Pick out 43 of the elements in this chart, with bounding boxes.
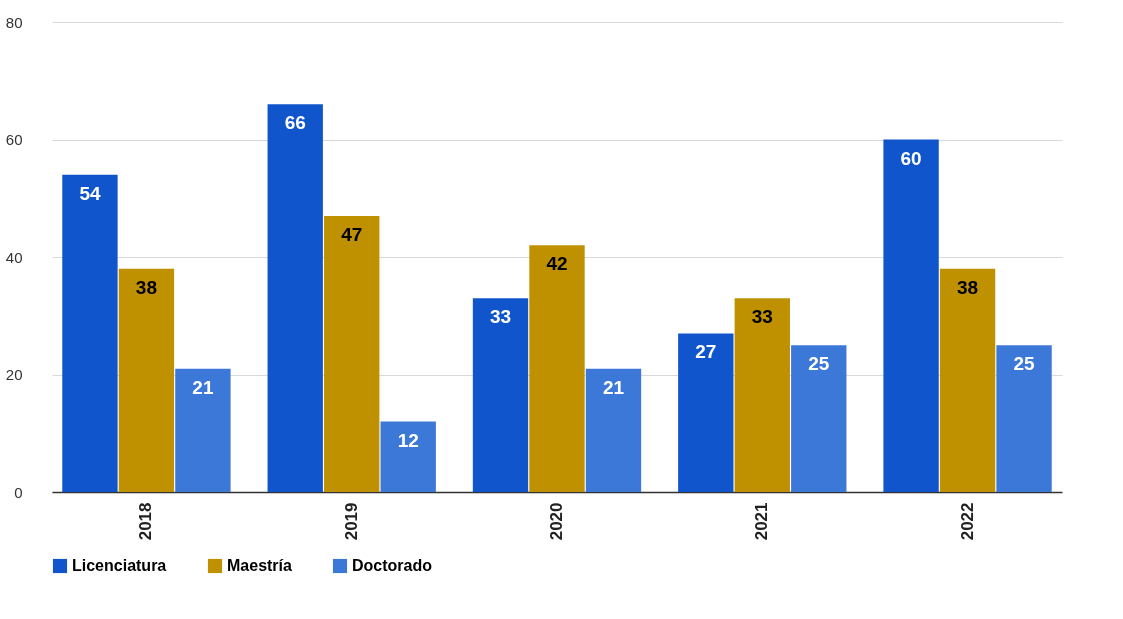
bar <box>62 174 118 492</box>
data-label: 33 <box>489 306 512 328</box>
legend-label: Licenciatura <box>72 557 167 574</box>
bar <box>883 139 939 492</box>
x-tick-label: 2019 <box>341 502 361 541</box>
y-tick-label: 0 <box>14 483 23 501</box>
data-label: 12 <box>397 429 419 451</box>
data-label: 60 <box>900 147 922 169</box>
x-tick-label: 2022 <box>957 502 977 541</box>
bar <box>585 368 642 492</box>
legend-label: Maestría <box>227 557 293 574</box>
bar <box>267 104 323 492</box>
data-label: 21 <box>602 376 625 398</box>
bar <box>118 268 175 492</box>
data-label: 27 <box>695 341 717 363</box>
bar <box>529 245 585 492</box>
y-tick-label: 40 <box>5 248 23 266</box>
bar <box>734 298 790 492</box>
data-label: 38 <box>957 276 979 298</box>
bar <box>678 333 734 492</box>
data-label: 25 <box>1013 353 1036 375</box>
bar <box>996 345 1052 492</box>
bar <box>472 298 529 492</box>
data-label: 25 <box>808 353 830 375</box>
x-tick-label: 2018 <box>136 502 156 541</box>
data-label: 38 <box>135 276 157 298</box>
bar <box>939 268 996 492</box>
bar <box>324 215 380 492</box>
data-label: 47 <box>341 223 363 245</box>
bar <box>380 421 436 492</box>
data-label: 21 <box>192 376 214 398</box>
data-label: 54 <box>79 182 101 204</box>
legend-label: Doctorado <box>352 557 433 574</box>
x-tick-label: 2020 <box>547 502 566 541</box>
y-tick-label: 80 <box>5 13 23 31</box>
x-tick-label: 2021 <box>752 502 772 541</box>
bar <box>175 368 231 492</box>
data-label: 42 <box>546 253 568 275</box>
data-label: 66 <box>284 112 306 134</box>
y-tick-label: 20 <box>5 366 23 383</box>
y-tick-label: 60 <box>5 131 23 148</box>
bar <box>791 345 847 492</box>
data-label: 33 <box>751 306 773 328</box>
